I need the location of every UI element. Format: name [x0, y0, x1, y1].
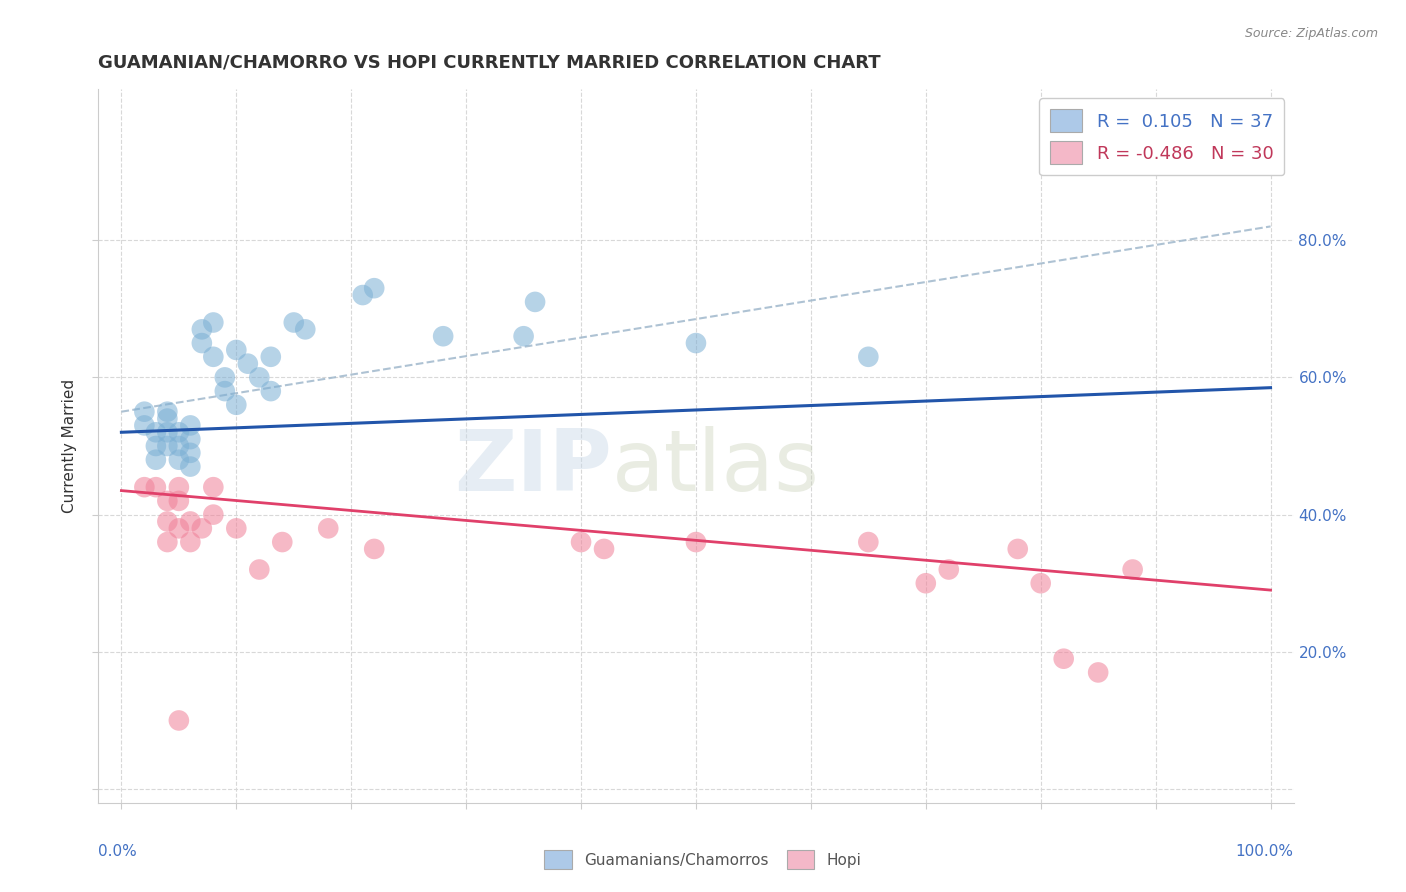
Point	[134, 480, 156, 494]
Point	[512, 329, 534, 343]
Text: 0.0%: 0.0%	[98, 845, 138, 859]
Point	[167, 425, 190, 440]
Point	[202, 480, 225, 494]
Point	[202, 350, 225, 364]
Point	[134, 405, 156, 419]
Legend: R =  0.105   N = 37, R = -0.486   N = 30: R = 0.105 N = 37, R = -0.486 N = 30	[1039, 98, 1285, 176]
Legend: Guamanians/Chamorros, Hopi: Guamanians/Chamorros, Hopi	[538, 844, 868, 875]
Point	[593, 541, 616, 556]
Point	[167, 494, 190, 508]
Point	[1029, 576, 1052, 591]
Point	[225, 398, 247, 412]
Point	[225, 521, 247, 535]
Point	[858, 350, 880, 364]
Text: ZIP: ZIP	[454, 425, 613, 509]
Point	[225, 343, 247, 357]
Point	[167, 480, 190, 494]
Point	[145, 425, 167, 440]
Point	[1053, 651, 1076, 665]
Point	[202, 316, 225, 330]
Text: 100.0%: 100.0%	[1236, 845, 1294, 859]
Point	[191, 521, 214, 535]
Point	[179, 535, 201, 549]
Point	[156, 405, 179, 419]
Point	[214, 370, 236, 384]
Point	[247, 370, 270, 384]
Point	[685, 535, 707, 549]
Point	[316, 521, 339, 535]
Point	[167, 452, 190, 467]
Text: GUAMANIAN/CHAMORRO VS HOPI CURRENTLY MARRIED CORRELATION CHART: GUAMANIAN/CHAMORRO VS HOPI CURRENTLY MAR…	[98, 54, 882, 71]
Point	[938, 562, 960, 576]
Point	[271, 535, 294, 549]
Point	[363, 281, 385, 295]
Point	[294, 322, 316, 336]
Point	[260, 384, 283, 398]
Text: Source: ZipAtlas.com: Source: ZipAtlas.com	[1244, 27, 1378, 40]
Point	[1122, 562, 1144, 576]
Point	[156, 425, 179, 440]
Point	[1087, 665, 1109, 680]
Point	[914, 576, 936, 591]
Point	[179, 446, 201, 460]
Point	[202, 508, 225, 522]
Point	[191, 336, 214, 351]
Point	[156, 515, 179, 529]
Point	[179, 418, 201, 433]
Y-axis label: Currently Married: Currently Married	[62, 379, 77, 513]
Point	[167, 439, 190, 453]
Point	[191, 322, 214, 336]
Point	[167, 714, 190, 728]
Point	[134, 418, 156, 433]
Point	[179, 515, 201, 529]
Point	[214, 384, 236, 398]
Point	[432, 329, 454, 343]
Point	[260, 350, 283, 364]
Point	[236, 357, 259, 371]
Point	[352, 288, 374, 302]
Point	[156, 439, 179, 453]
Point	[145, 480, 167, 494]
Point	[247, 562, 270, 576]
Point	[569, 535, 592, 549]
Point	[363, 541, 385, 556]
Point	[858, 535, 880, 549]
Point	[156, 411, 179, 425]
Point	[283, 316, 305, 330]
Point	[156, 494, 179, 508]
Point	[685, 336, 707, 351]
Point	[145, 452, 167, 467]
Point	[1007, 541, 1029, 556]
Point	[145, 439, 167, 453]
Text: atlas: atlas	[613, 425, 820, 509]
Point	[167, 521, 190, 535]
Point	[179, 432, 201, 446]
Point	[156, 535, 179, 549]
Point	[179, 459, 201, 474]
Point	[524, 294, 547, 309]
